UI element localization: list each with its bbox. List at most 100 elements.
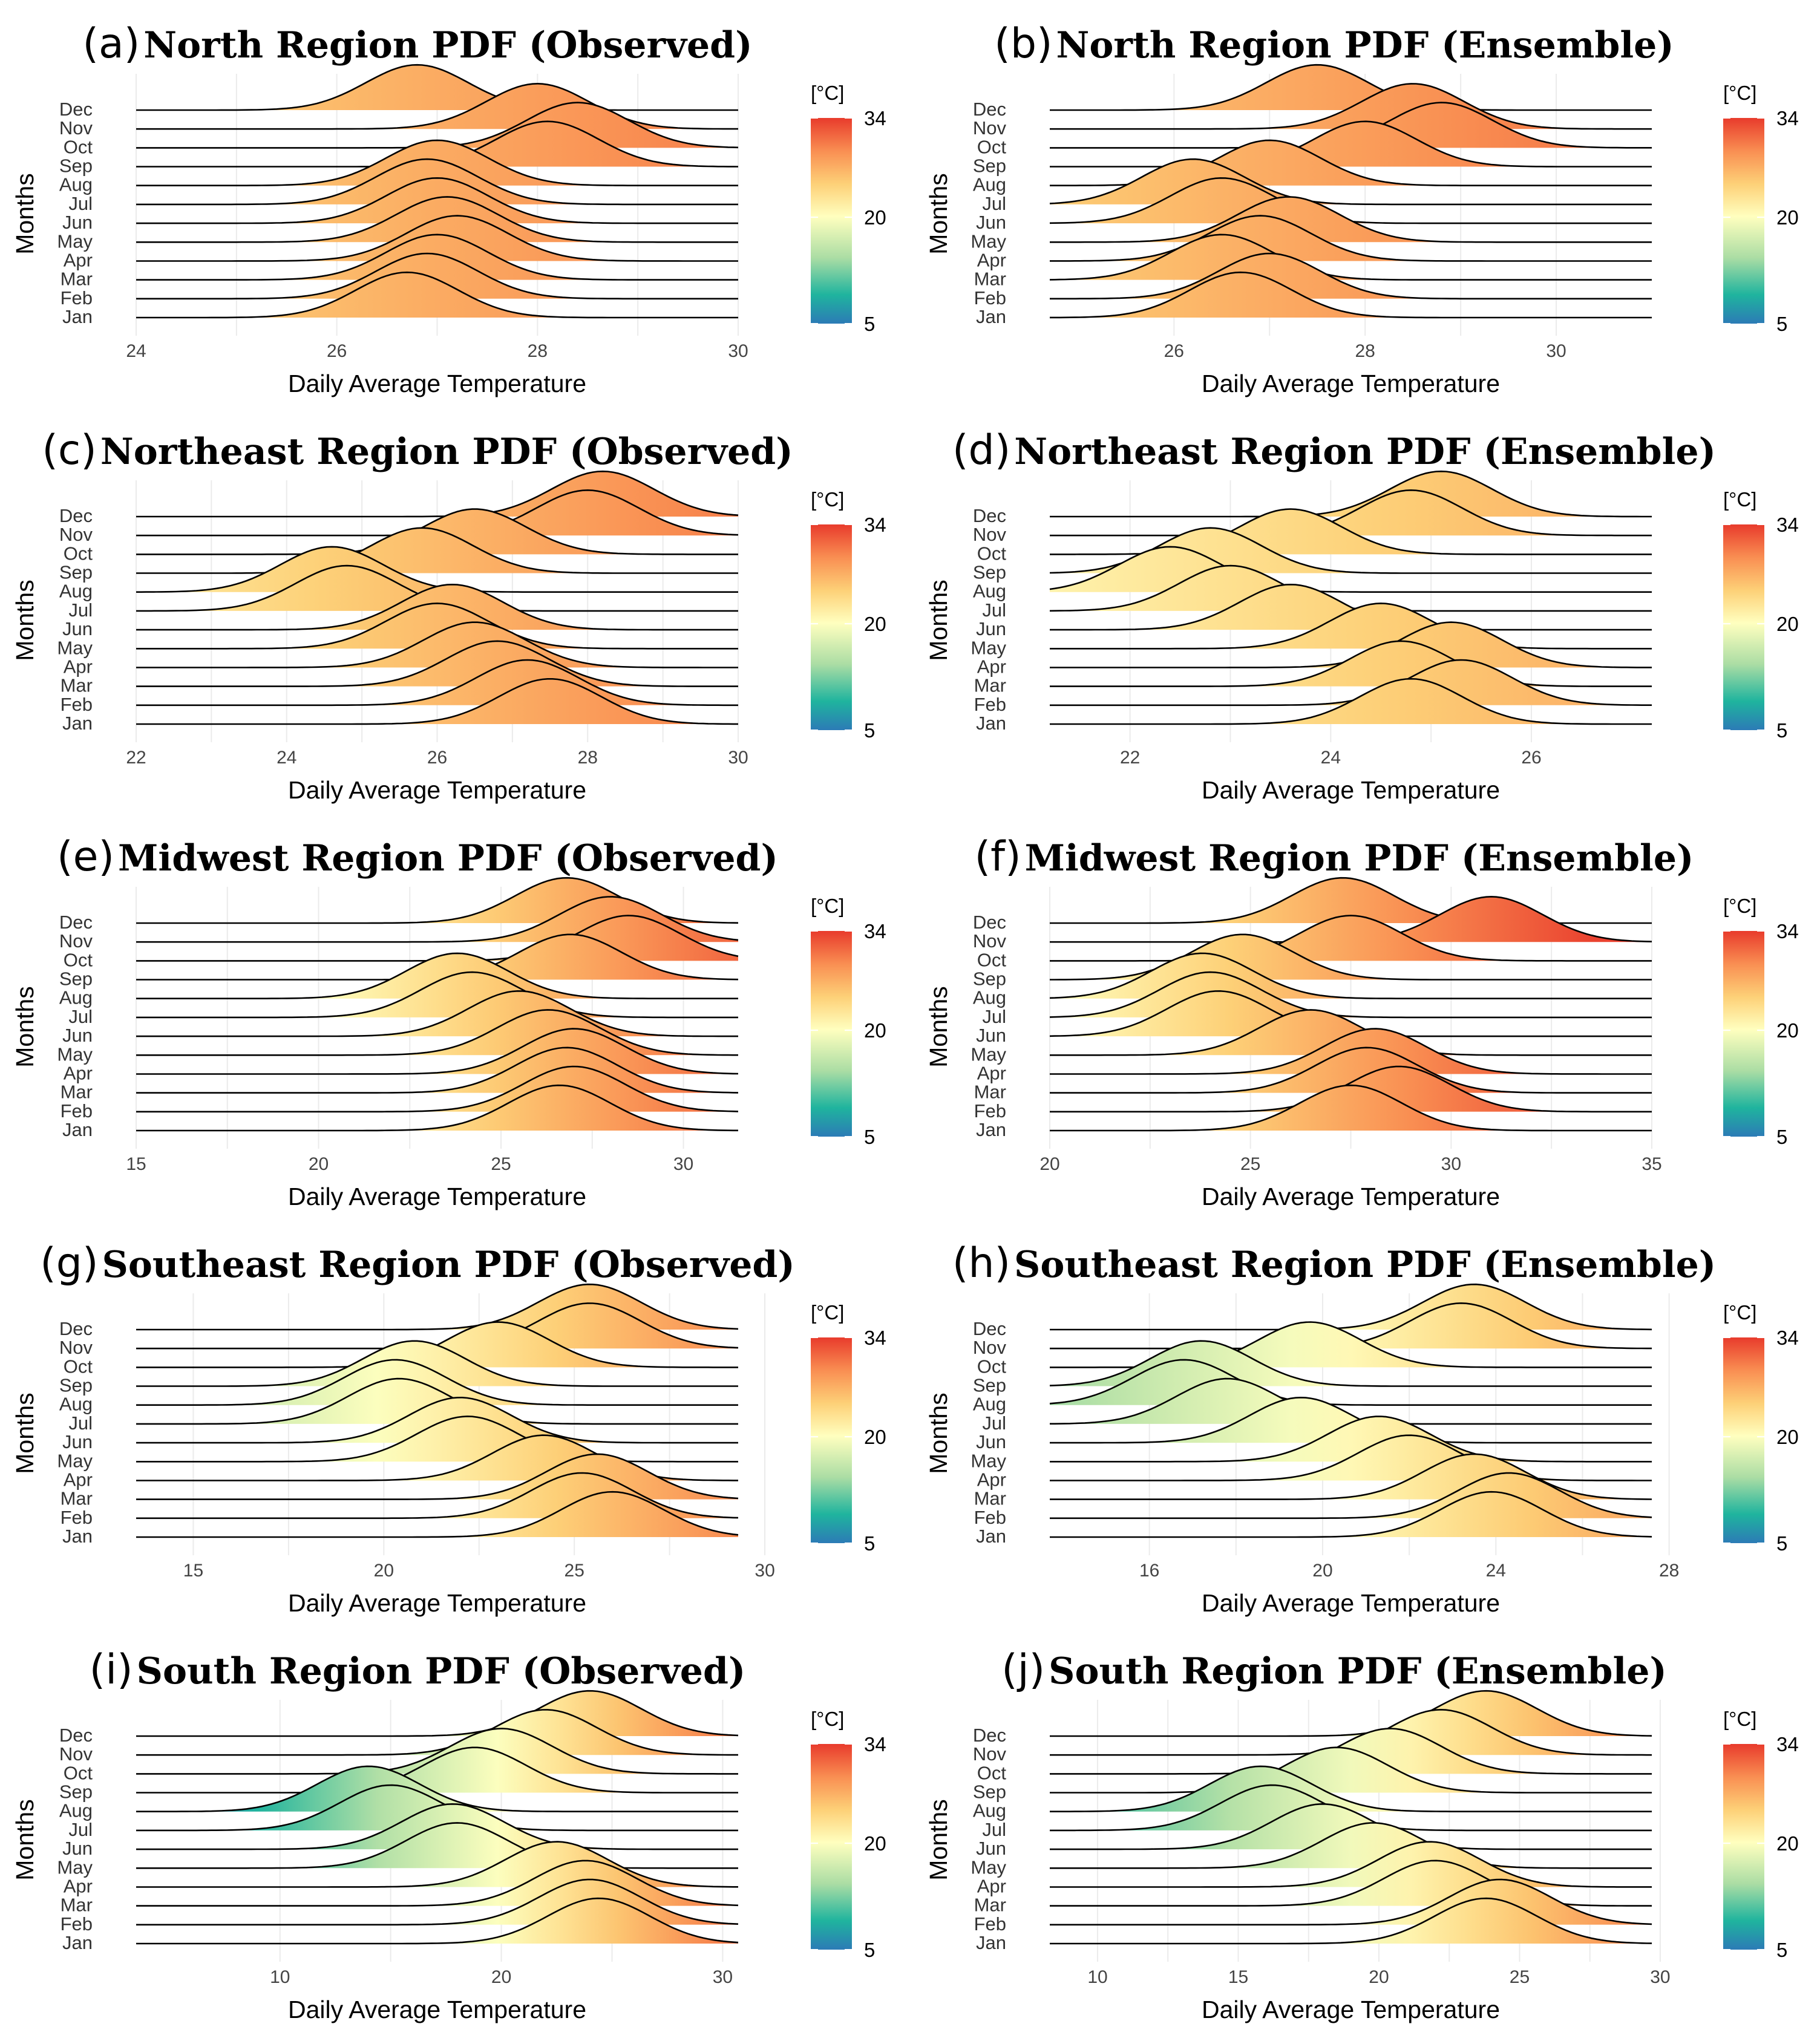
ridge-fill-jan: [1050, 1898, 1652, 1944]
ridge-fill-nov: [1050, 1303, 1652, 1349]
colorbar: [°C] 34 20 5: [1723, 1301, 1799, 1555]
panel-title: (f) Midwest Region PDF (Ensemble): [975, 833, 1694, 881]
panel-title-text: Southeast Region PDF (Ensemble): [1014, 1244, 1716, 1286]
colorbar-title: [°C]: [811, 895, 844, 917]
ridge-line-jun: [136, 1803, 738, 1850]
colorbar-tick-label: 34: [864, 514, 886, 536]
colorbar-gradient: [811, 1744, 852, 1950]
month-label: May: [971, 1856, 1006, 1878]
panel-title: (e) Midwest Region PDF (Observed): [57, 833, 778, 881]
month-label: Nov: [973, 930, 1007, 952]
ridge-line-apr: [136, 1841, 738, 1888]
ridge-line-apr: [136, 621, 738, 668]
ridge-line-jul: [136, 158, 738, 206]
ridge-line-dec: [136, 64, 738, 111]
month-label: Nov: [973, 1337, 1007, 1358]
month-label: Nov: [973, 117, 1007, 139]
colorbar-tick-label: 34: [864, 107, 886, 129]
month-label: Jan: [62, 306, 93, 327]
colorbar: [°C] 34 20 5: [1723, 488, 1799, 742]
month-label: Jan: [62, 1119, 93, 1140]
ridge-line-oct: [1050, 1728, 1652, 1775]
x-axis-label: Daily Average Temperature: [1202, 1183, 1500, 1210]
ridge-line-jan: [1050, 1897, 1652, 1945]
x-tick-label: 20: [374, 1561, 394, 1581]
month-label: Nov: [973, 524, 1007, 545]
colorbar-tick-label: 34: [1776, 1327, 1799, 1349]
ridge-line-aug: [1049, 952, 1652, 999]
month-label: Apr: [64, 1875, 93, 1896]
ridge-fill-apr: [136, 622, 738, 668]
y-axis-label: Months: [11, 1393, 39, 1474]
x-tick-label: 25: [491, 1154, 511, 1174]
month-label: May: [971, 230, 1006, 252]
panel-title: (i) South Region PDF (Observed): [90, 1646, 746, 1694]
ridge-line-sep: [136, 1746, 738, 1794]
ridge-line-feb: [1050, 1472, 1652, 1520]
ridge-fill-nov: [136, 490, 738, 536]
month-label: Jun: [62, 1025, 93, 1046]
ridge-line-oct: [136, 1728, 738, 1775]
ridge-fill-aug: [136, 953, 738, 999]
ridge-fill-dec: [136, 1284, 738, 1330]
month-label: Jul: [68, 599, 93, 621]
panel-title-text: South Region PDF (Ensemble): [1049, 1650, 1667, 1693]
ridge-fill-may: [136, 603, 738, 649]
ridge-line-feb: [136, 1878, 739, 1926]
month-label: Nov: [59, 1337, 93, 1358]
panel-title-text: North Region PDF (Ensemble): [1056, 24, 1674, 67]
ridge-fill-jun: [1050, 1397, 1652, 1443]
ridge-line-jun: [136, 583, 738, 631]
x-tick-label: 10: [1087, 1967, 1107, 1987]
ridge-line-jun: [136, 990, 738, 1037]
y-axis-label: Months: [925, 173, 952, 254]
ridge-fill-mar: [1050, 1047, 1652, 1093]
month-label: Dec: [973, 1725, 1006, 1746]
ridge-line-mar: [1050, 640, 1652, 687]
x-tick-label: 24: [1486, 1561, 1506, 1581]
colorbar-tick-label: 34: [864, 1733, 886, 1755]
colorbar-gradient: [811, 524, 852, 730]
x-tick-label: 16: [1139, 1561, 1159, 1581]
colorbar-tick-label: 34: [1776, 1733, 1799, 1755]
ridge-fill-feb: [1050, 660, 1652, 705]
colorbar-title: [°C]: [811, 488, 844, 511]
colorbar: [°C] 34 20 5: [1723, 82, 1799, 335]
month-label: Oct: [64, 543, 93, 564]
month-label: Oct: [977, 136, 1007, 157]
month-label: Dec: [59, 912, 93, 933]
colorbar-tick-label: 34: [864, 1327, 886, 1349]
x-tick-label: 28: [1355, 341, 1375, 361]
colorbar-tick-label: 5: [1776, 313, 1787, 335]
ridge-line-aug: [136, 1765, 738, 1812]
month-label: May: [57, 230, 93, 252]
x-tick-label: 20: [309, 1154, 329, 1174]
month-label: Mar: [974, 1488, 1006, 1509]
month-label: Feb: [61, 287, 93, 309]
x-tick-label: 20: [491, 1967, 511, 1987]
panel-title: (h) Southeast Region PDF (Ensemble): [952, 1239, 1716, 1287]
ridge-fill-may: [1050, 197, 1652, 243]
colorbar: [°C] 34 20 5: [811, 82, 886, 335]
ridge-line-apr: [136, 1028, 739, 1075]
y-axis-label: Months: [925, 1393, 952, 1474]
colorbar: [°C] 34 20 5: [811, 895, 886, 1148]
ridge-line-jan: [136, 1491, 739, 1538]
x-tick-label: 20: [1369, 1967, 1389, 1987]
month-label: Oct: [977, 543, 1007, 564]
colorbar-tick-label: 5: [1776, 1939, 1787, 1961]
colorbar-tick-label: 20: [864, 1019, 886, 1042]
colorbar-tick-label: 20: [864, 206, 886, 229]
ridge-fill-apr: [1050, 1841, 1652, 1887]
x-axis-label: Daily Average Temperature: [288, 1996, 586, 2023]
ridge-line-aug: [1049, 546, 1652, 593]
x-tick-label: 24: [277, 748, 296, 768]
month-label: May: [57, 1043, 93, 1065]
colorbar-tick-label: 5: [864, 1126, 875, 1148]
ridge-line-jan: [1050, 678, 1652, 725]
ridge-line-mar: [136, 233, 738, 281]
ridge-fill-sep: [136, 1340, 738, 1386]
month-label: Feb: [61, 694, 93, 715]
